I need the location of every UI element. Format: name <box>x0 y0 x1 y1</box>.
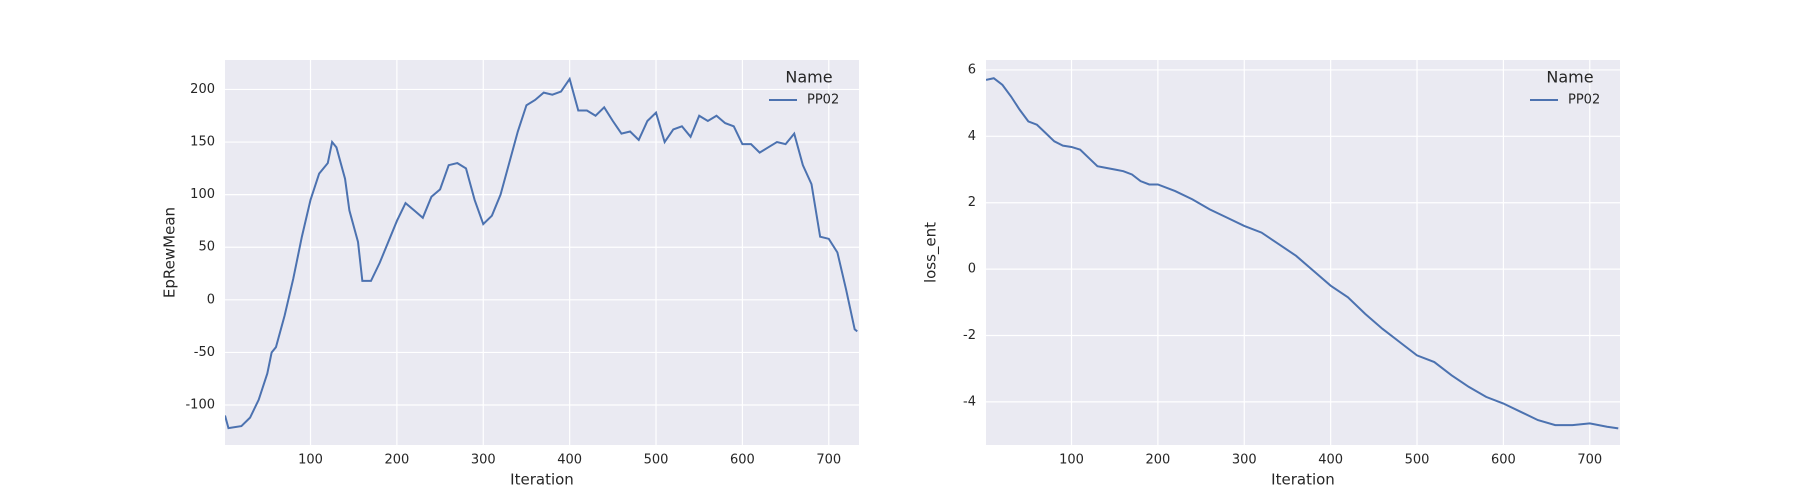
legend-label: PP02 <box>807 93 839 108</box>
y-tick-label: 150 <box>190 135 215 150</box>
legend-title: Name <box>785 68 832 87</box>
y-tick-label: 50 <box>198 240 215 255</box>
y-tick-label: 0 <box>207 292 215 307</box>
y-axis-label: loss_ent <box>922 222 941 283</box>
x-tick-label: 100 <box>1059 453 1084 468</box>
data-line <box>225 76 858 430</box>
y-tick-label: -100 <box>185 398 215 413</box>
y-axis-label: EpRewMean <box>161 207 179 298</box>
y-tick-label: 2 <box>968 195 976 210</box>
x-tick-label: 600 <box>1491 453 1516 468</box>
legend-label: PP02 <box>1568 93 1600 108</box>
x-tick-label: 100 <box>298 453 323 468</box>
x-tick-label: 500 <box>1405 453 1430 468</box>
x-tick-label: 600 <box>730 453 755 468</box>
legend-title: Name <box>1546 68 1593 87</box>
x-tick-label: 700 <box>816 453 841 468</box>
x-tick-label: 200 <box>384 453 409 468</box>
y-tick-label: 200 <box>190 82 215 97</box>
x-tick-label: 500 <box>644 453 669 468</box>
x-axis-label: Iteration <box>510 471 574 489</box>
x-tick-label: 300 <box>471 453 496 468</box>
x-axis-label: Iteration <box>1271 471 1335 489</box>
data-line <box>986 77 1619 430</box>
y-tick-label: 6 <box>968 62 976 77</box>
x-tick-label: 400 <box>1318 453 1343 468</box>
x-tick-label: 400 <box>557 453 582 468</box>
plot-area <box>225 60 859 445</box>
x-tick-label: 300 <box>1232 453 1257 468</box>
x-tick-label: 700 <box>1577 453 1602 468</box>
y-tick-label: -2 <box>963 328 976 343</box>
y-tick-label: 4 <box>968 129 976 144</box>
x-tick-label: 200 <box>1145 453 1170 468</box>
y-tick-label: 0 <box>968 262 976 277</box>
y-tick-label: -4 <box>963 394 976 409</box>
y-tick-label: 100 <box>190 187 215 202</box>
plot-area <box>986 60 1620 445</box>
y-tick-label: -50 <box>194 345 215 360</box>
